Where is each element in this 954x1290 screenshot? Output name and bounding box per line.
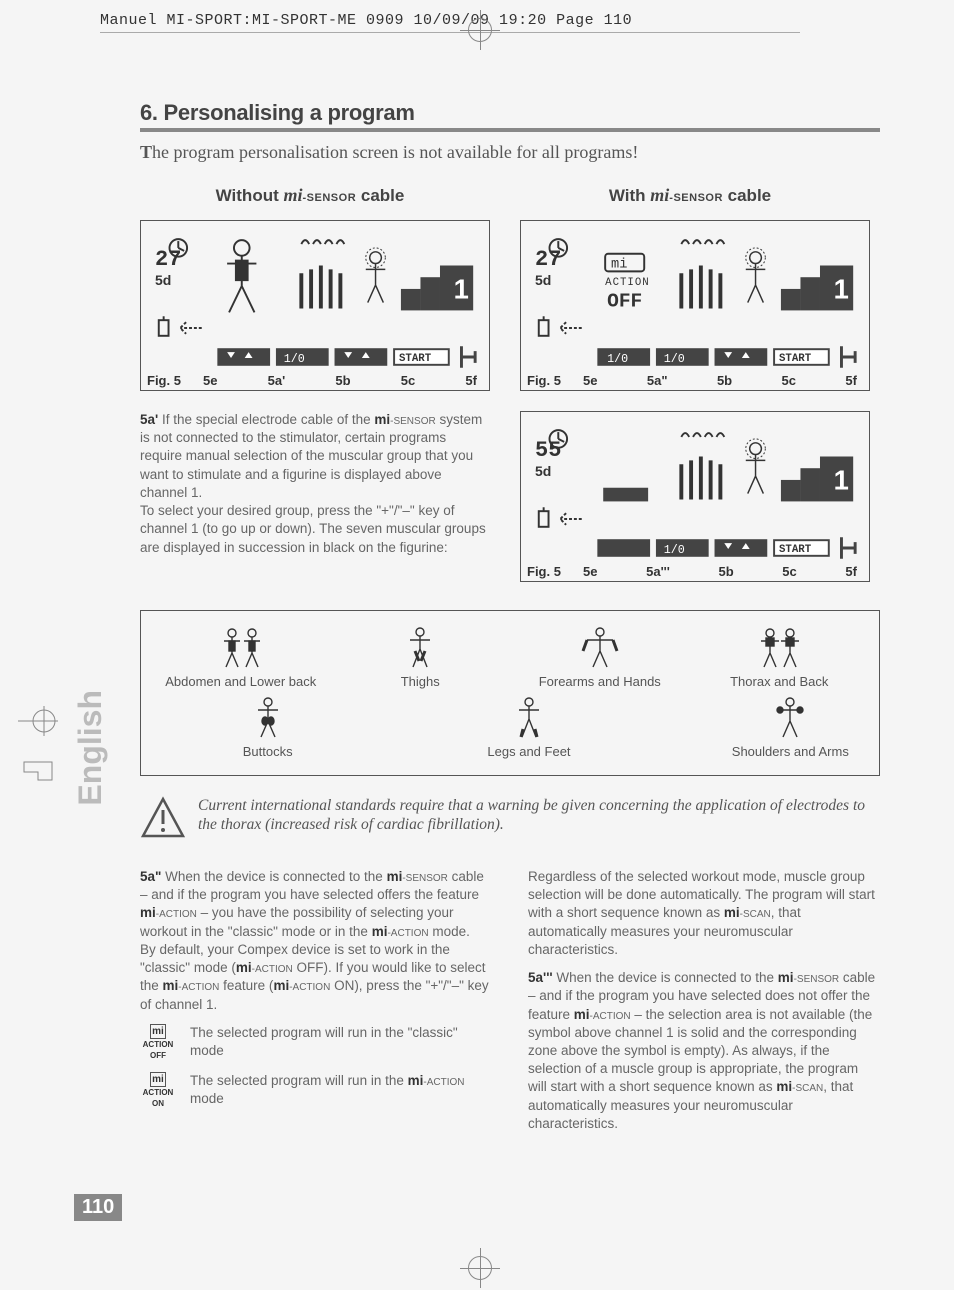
screen-fig5-right-bottom: 1 1/0 START 55 5d F [520, 411, 870, 582]
group-forearms: Forearms and Hands [520, 625, 680, 689]
svg-text:START: START [779, 544, 812, 556]
svg-text:1/0: 1/0 [664, 352, 685, 366]
screen2-l3: 5c [782, 373, 796, 388]
screen3-l2: 5b [718, 564, 733, 579]
screen3-l3: 5c [782, 564, 796, 579]
screen2-l0: 5e [583, 373, 597, 388]
group-buttocks: Buttocks [189, 695, 346, 759]
screen1-l4: 5f [465, 373, 477, 388]
svg-text:1/0: 1/0 [607, 352, 628, 366]
section-heading: 6. Personalising a program [140, 100, 880, 132]
screen1-fig: Fig. 5 [147, 373, 181, 388]
screen2-num: 27 [535, 247, 561, 272]
screen-fig5-right-top: mi ACTION OFF 1 1/0 1/0 [520, 220, 870, 391]
screen3-l0: 5e [583, 564, 597, 579]
screen3-num: 55 [535, 438, 561, 463]
paragraph-5a-prime: 5a' If the special electrode cable of th… [140, 411, 490, 557]
col-header-without: Without mi-SENSOR cable [140, 185, 480, 206]
page-number: 110 [74, 1194, 122, 1221]
muscle-group-grid: Abdomen and Lower back Thighs Forearms a… [140, 610, 880, 776]
screen1-5d: 5d [155, 272, 181, 288]
screen-fig5-left: 1 1/0 START 27 5d [140, 220, 490, 391]
side-mark-top [18, 706, 58, 736]
screen1-l1: 5a' [268, 373, 286, 388]
svg-text:1/0: 1/0 [664, 543, 685, 557]
print-header: Manuel MI-SPORT:MI-SPORT-ME 0909 10/09/0… [100, 12, 632, 29]
screen1-l0: 5e [203, 373, 217, 388]
svg-text:1: 1 [834, 465, 849, 496]
group-abdomen: Abdomen and Lower back [161, 625, 321, 689]
screen1-l3: 5c [401, 373, 415, 388]
col-header-with: With mi-SENSOR cable [520, 185, 860, 206]
group-thighs: Thighs [340, 625, 500, 689]
crop-mark-bottom [460, 1248, 500, 1288]
screen2-l2: 5b [717, 373, 732, 388]
intro-rest: he program personalisation screen is not… [152, 142, 638, 162]
svg-text:1: 1 [454, 274, 469, 305]
bottom-left-col: 5a" When the device is connected to the … [140, 868, 492, 1133]
svg-text:1/0: 1/0 [284, 352, 305, 366]
screen3-fig: Fig. 5 [527, 564, 561, 579]
screen3-l1: 5a''' [646, 564, 670, 579]
screen2-l1: 5a" [647, 373, 668, 388]
screen2-fig: Fig. 5 [527, 373, 561, 388]
group-shoulders: Shoulders and Arms [712, 695, 869, 759]
side-mark-bot [18, 756, 58, 786]
screen3-l4: 5f [845, 564, 857, 579]
warning-block: Current international standards require … [140, 796, 880, 842]
intro-text: The program personalisation screen is no… [140, 142, 880, 163]
group-thorax: Thorax and Back [699, 625, 859, 689]
print-header-rule [100, 32, 800, 33]
svg-text:1: 1 [834, 274, 849, 305]
svg-text:ACTION: ACTION [605, 277, 650, 289]
screen3-5d: 5d [535, 463, 561, 479]
screen2-l4: 5f [845, 373, 857, 388]
warning-text: Current international standards require … [198, 796, 880, 835]
screen2-5d: 5d [535, 272, 561, 288]
mode-on-row: miACTIONON The selected program will run… [140, 1072, 492, 1110]
svg-text:OFF: OFF [607, 291, 642, 313]
svg-text:START: START [399, 353, 432, 365]
group-legs: Legs and Feet [450, 695, 607, 759]
svg-text:START: START [779, 353, 812, 365]
svg-text:mi: mi [611, 257, 627, 272]
mode-off-row: miACTIONOFF The selected program will ru… [140, 1024, 492, 1062]
bottom-right-col: Regardless of the selected workout mode,… [528, 868, 880, 1133]
screen1-num: 27 [155, 247, 181, 272]
screen1-l2: 5b [335, 373, 350, 388]
crop-mark-top [460, 10, 500, 50]
warning-icon [140, 796, 186, 842]
intro-cap: T [140, 142, 152, 162]
